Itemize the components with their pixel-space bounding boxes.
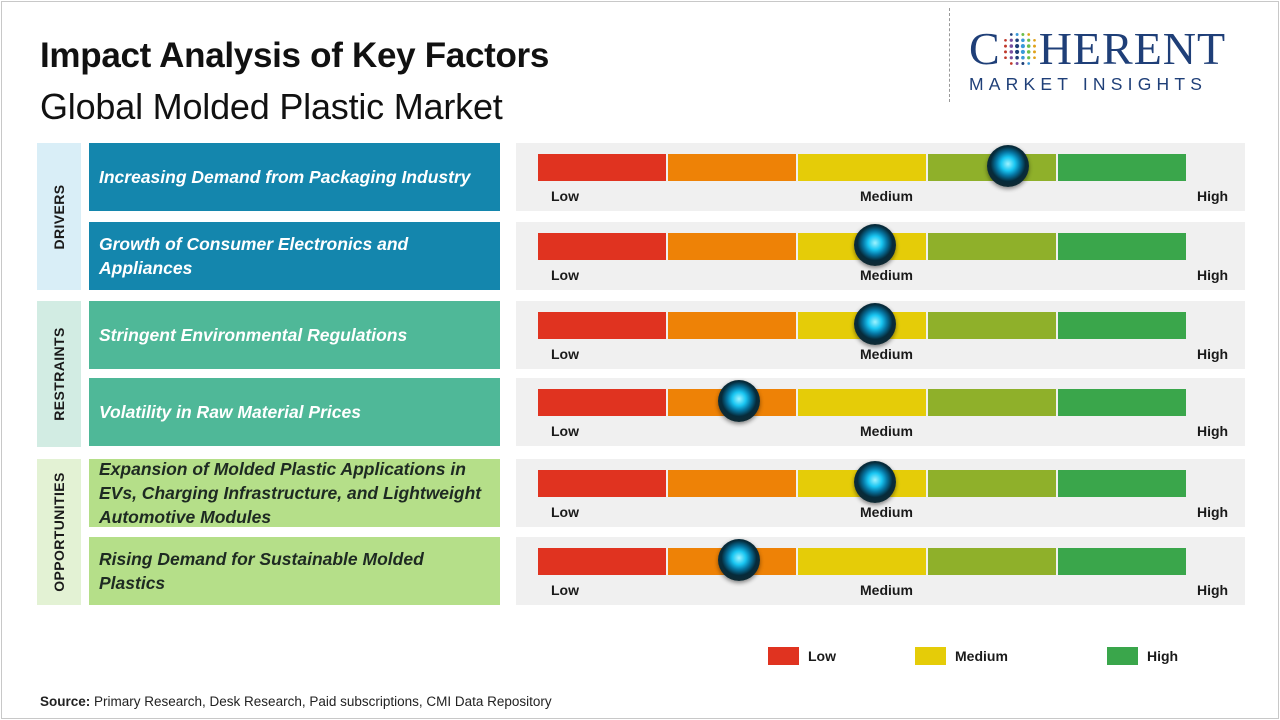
scale-segment-4: [928, 233, 1058, 260]
impact-meter: Low Medium High: [516, 301, 1245, 369]
scale-segment-2: [668, 154, 798, 181]
legend-item-medium: Medium: [915, 647, 1008, 665]
scale-segment-1: [538, 389, 668, 416]
legend-label-medium: Medium: [955, 648, 1008, 664]
factor-label: Growth of Consumer Electronics and Appli…: [99, 234, 409, 278]
scale-segment-2: [668, 470, 798, 497]
legend-label-high: High: [1147, 648, 1179, 664]
category-opportunities: OPPORTUNITIES: [37, 459, 81, 605]
globe-dots-icon: [1003, 33, 1036, 65]
logo-wordmark: C HERENT: [969, 26, 1261, 72]
page-subtitle: Global Molded Plastic Market: [40, 86, 503, 127]
scale-segment-4: [928, 470, 1058, 497]
scale-segment-5: [1058, 312, 1186, 339]
scale-segment-3: [798, 548, 928, 575]
scale-label-medium: Medium: [860, 582, 913, 598]
factor-label: Expansion of Molded Plastic Applications…: [99, 459, 482, 527]
factor-label-box: Stringent Environmental Regulations: [89, 301, 500, 369]
legend-label-low: Low: [808, 648, 836, 664]
legend-swatch-high: [1107, 647, 1138, 665]
impact-meter: Low Medium High: [516, 537, 1245, 605]
factor-label: Rising Demand for Sustainable Molded Pla…: [99, 549, 424, 593]
scale-label-medium: Medium: [860, 346, 913, 362]
scale-label-low: Low: [551, 504, 579, 520]
scale-label-medium: Medium: [860, 423, 913, 439]
impact-scale-bar: [538, 470, 1186, 497]
scale-label-low: Low: [551, 582, 579, 598]
source-label: Source:: [40, 694, 91, 709]
factor-label: Volatility in Raw Material Prices: [99, 402, 361, 422]
legend-item-high: High: [1107, 647, 1178, 665]
logo-divider: [949, 8, 950, 102]
scale-segment-1: [538, 470, 668, 497]
impact-marker: [853, 303, 896, 345]
impact-meter: Low Medium High: [516, 143, 1245, 211]
scale-segment-2: [668, 312, 798, 339]
category-label: DRIVERS: [51, 183, 67, 250]
factor-label-box: Expansion of Molded Plastic Applications…: [89, 459, 500, 527]
scale-label-high: High: [1197, 188, 1229, 204]
factor-label-box: Increasing Demand from Packaging Industr…: [89, 143, 500, 211]
scale-label-high: High: [1197, 582, 1229, 598]
category-restraints: RESTRAINTS: [37, 301, 81, 447]
scale-segment-1: [538, 154, 668, 181]
scale-label-low: Low: [551, 346, 579, 362]
impact-scale-bar: [538, 548, 1186, 575]
impact-meter: Low Medium High: [516, 378, 1245, 446]
factor-label-box: Growth of Consumer Electronics and Appli…: [89, 222, 500, 290]
scale-segment-2: [668, 233, 798, 260]
scale-segment-4: [928, 548, 1058, 575]
scale-label-low: Low: [551, 423, 579, 439]
scale-label-medium: Medium: [860, 267, 913, 283]
impact-marker: [717, 380, 760, 422]
logo-letter-c: C: [969, 23, 1001, 74]
factor-label-box: Rising Demand for Sustainable Molded Pla…: [89, 537, 500, 605]
scale-segment-5: [1058, 233, 1186, 260]
impact-scale-bar: [538, 389, 1186, 416]
impact-marker: [986, 145, 1029, 187]
scale-segment-5: [1058, 470, 1186, 497]
scale-segment-5: [1058, 389, 1186, 416]
source-note: Source: Primary Research, Desk Research,…: [40, 694, 552, 709]
category-drivers: DRIVERS: [37, 143, 81, 290]
scale-segment-3: [798, 389, 928, 416]
scale-segment-5: [1058, 154, 1186, 181]
impact-meter: Low Medium High: [516, 459, 1245, 527]
logo-tagline: MARKET INSIGHTS: [969, 74, 1208, 94]
impact-meter: Low Medium High: [516, 222, 1245, 290]
legend-item-low: Low: [768, 647, 836, 665]
impact-marker: [853, 224, 896, 266]
scale-segment-1: [538, 548, 668, 575]
scale-label-low: Low: [551, 188, 579, 204]
scale-label-high: High: [1197, 267, 1229, 283]
factor-label: Increasing Demand from Packaging Industr…: [99, 167, 471, 187]
company-logo: C HERENT MARKET INSIGHTS: [969, 26, 1261, 95]
logo-letters: HERENT: [1038, 23, 1227, 74]
scale-segment-4: [928, 312, 1058, 339]
scale-label-high: High: [1197, 504, 1229, 520]
scale-segment-3: [798, 154, 928, 181]
category-label: OPPORTUNITIES: [51, 472, 67, 592]
scale-segment-4: [928, 389, 1058, 416]
impact-marker: [853, 461, 896, 503]
scale-label-medium: Medium: [860, 188, 913, 204]
scale-label-low: Low: [551, 267, 579, 283]
factor-label: Stringent Environmental Regulations: [99, 325, 408, 345]
impact-scale-bar: [538, 154, 1186, 181]
scale-segment-1: [538, 312, 668, 339]
scale-segment-1: [538, 233, 668, 260]
scale-label-medium: Medium: [860, 504, 913, 520]
scale-label-high: High: [1197, 423, 1229, 439]
factor-label-box: Volatility in Raw Material Prices: [89, 378, 500, 446]
page-title: Impact Analysis of Key Factors: [40, 36, 550, 75]
legend-swatch-low: [768, 647, 799, 665]
category-label: RESTRAINTS: [51, 327, 67, 421]
source-text: Primary Research, Desk Research, Paid su…: [90, 694, 552, 709]
legend-swatch-medium: [915, 647, 946, 665]
scale-label-high: High: [1197, 346, 1229, 362]
impact-marker: [717, 539, 760, 581]
scale-segment-5: [1058, 548, 1186, 575]
